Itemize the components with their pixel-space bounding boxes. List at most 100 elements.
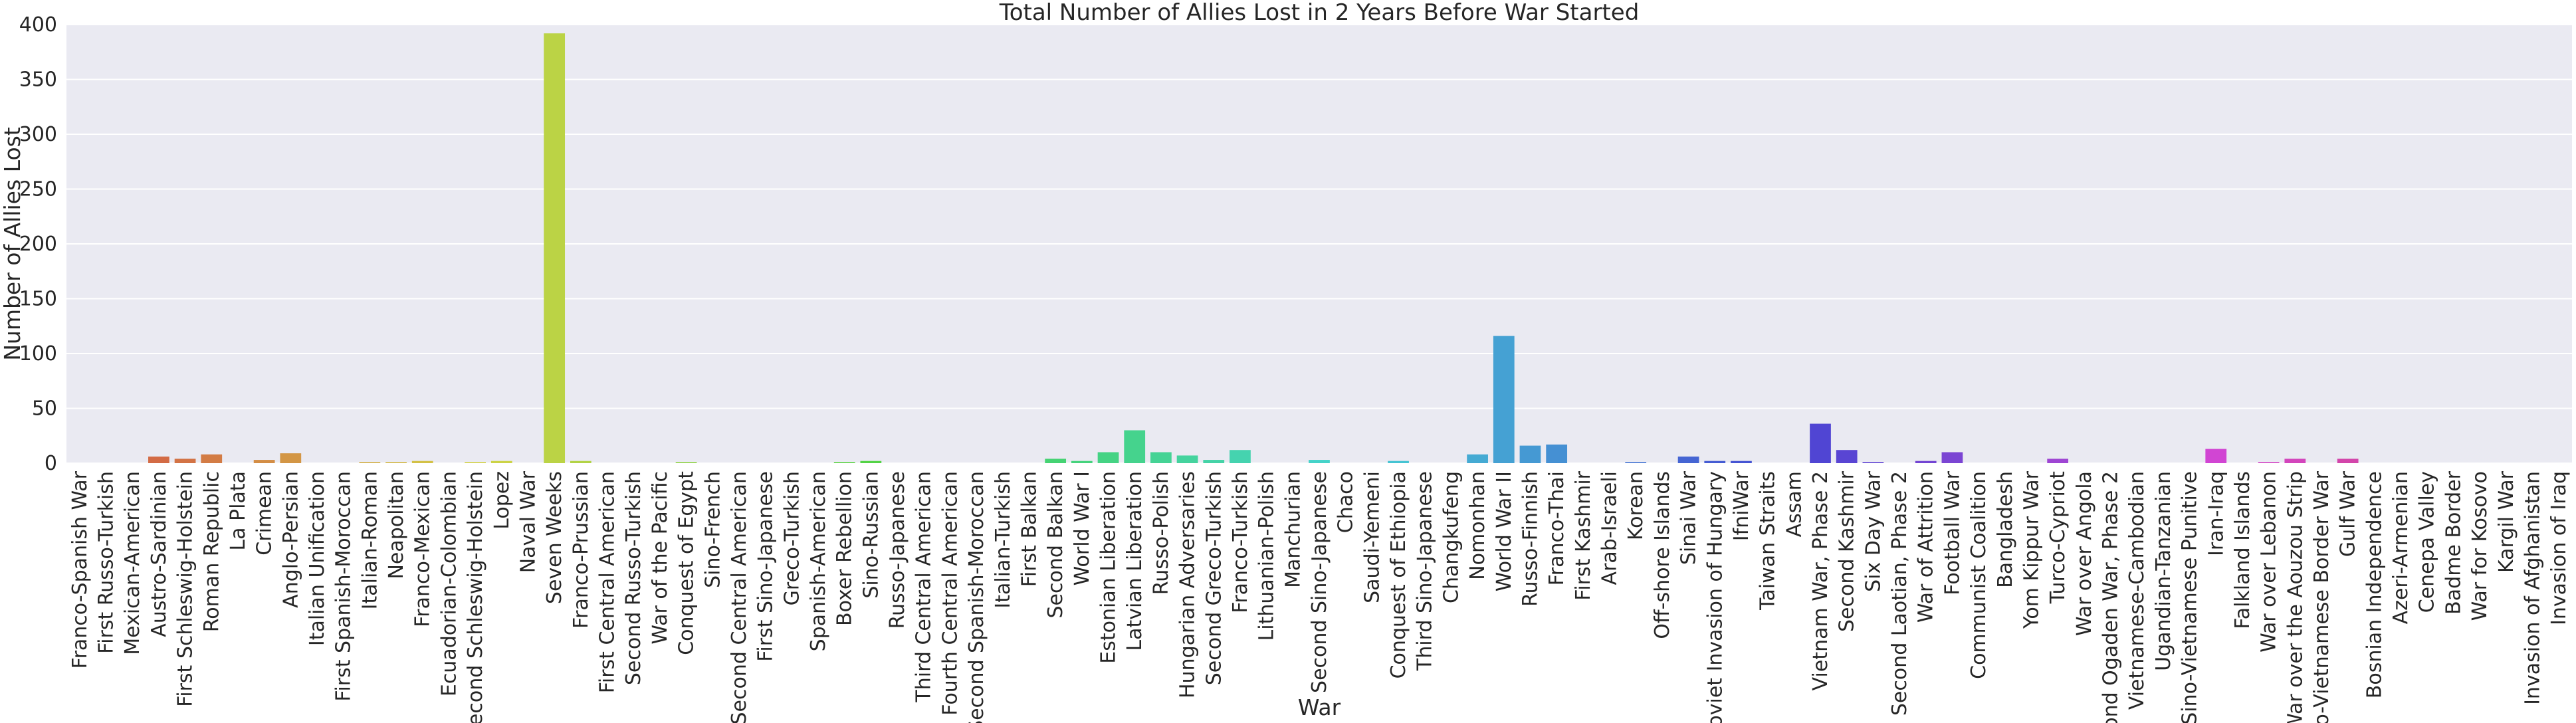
bar (1098, 453, 1119, 464)
x-tick-label: Arab-Israeli (1598, 471, 1622, 585)
bar (1546, 445, 1567, 463)
bar (385, 462, 407, 463)
x-tick-label: Conquest of Ethiopia (1387, 471, 1410, 678)
bar (201, 455, 222, 463)
x-tick-label: Iran-Iraq (2204, 471, 2228, 556)
x-tick-label: War over the Aouzou Strip (2284, 471, 2307, 723)
bar (1520, 446, 1541, 463)
x-axis-label: War (1298, 694, 1341, 720)
x-tick-label: La Plata (227, 471, 250, 551)
bar (1203, 460, 1224, 463)
x-tick-label: Falkland Islands (2231, 471, 2254, 629)
bar (544, 33, 565, 463)
x-tick-label: Boxer Rebellion (833, 471, 857, 626)
x-tick-label: Korean (1624, 471, 1648, 540)
x-tick-label: War of the Pacific (649, 471, 672, 645)
x-tick-label: Soviet Invasion of Hungary (1703, 471, 1727, 723)
x-tick-label: Second Sino-Japanese (1308, 471, 1331, 693)
bar (148, 457, 169, 463)
x-tick-label: Taiwan Straits (1757, 471, 1780, 611)
x-tick-label: Vietnamese-Cambodian (2125, 471, 2149, 710)
bar (1942, 453, 1963, 464)
x-tick-label: Sino-French (701, 471, 724, 588)
chart-title: Total Number of Allies Lost in 2 Years B… (999, 0, 1640, 26)
x-tick-label: Invasion of Afghanistan (2521, 471, 2544, 705)
bar (1045, 459, 1066, 463)
x-tick-label: Latvian Liberation (1123, 471, 1146, 651)
x-tick-label: World War II (1493, 471, 1516, 591)
bar (359, 462, 380, 463)
bar (1124, 431, 1145, 464)
x-tick-label: Estonian Liberation (1097, 471, 1121, 664)
bar (1493, 336, 1515, 463)
y-tick-label: 0 (45, 452, 57, 475)
bar (570, 461, 591, 463)
bar (280, 453, 301, 463)
y-tick-label: 350 (19, 68, 57, 92)
x-tick-label: Russo-Polish (1150, 471, 1173, 595)
x-tick-label: Third Sino-Japanese (1414, 471, 1437, 671)
bar (860, 461, 881, 463)
x-tick-label: Sino-Vietnamese Border War (2310, 470, 2333, 723)
x-tick-label: Bangladesh (1994, 471, 2017, 588)
bar (412, 461, 433, 463)
bar (2337, 459, 2359, 463)
x-tick-label: Austro-Sardinian (148, 471, 171, 637)
x-tick-label: Changkufeng (1440, 471, 1463, 603)
x-tick-label: Second Laotian, Phase 2 (1888, 471, 1911, 716)
x-tick-label: Six Day War (1862, 470, 1885, 592)
x-tick-label: Second Greco-Turkish (1202, 471, 1226, 685)
x-tick-label: Assam (1782, 471, 1806, 537)
x-tick-label: Second Ogaden War, Phase 2 (2099, 471, 2123, 723)
x-tick-label: Franco-Prussian (570, 471, 593, 629)
x-tick-label: Azeri-Armenian (2389, 471, 2413, 624)
x-tick-label: War for Kosovo (2468, 471, 2492, 621)
x-tick-label: First Central American (596, 471, 619, 693)
x-tick-label: Off-shore Islands (1651, 471, 1674, 639)
x-tick-label: Fourth Central American (938, 471, 962, 716)
bar (834, 462, 855, 463)
bar (1150, 453, 1172, 464)
bar (1625, 462, 1646, 463)
x-tick-label: Saudi-Yemeni (1360, 471, 1384, 603)
x-tick-labels: Franco-Spanish War First Russo-Turkish Mex… (68, 470, 2571, 723)
x-tick-label: Cenepa Valley (2416, 471, 2439, 613)
x-tick-label: First Sino-Japanese (754, 471, 778, 662)
x-tick-label: Greco-Turkish (780, 471, 804, 605)
x-tick-label: First Kashmir (1572, 470, 1595, 600)
x-tick-label: Second Spanish-Moroccan (965, 471, 988, 723)
x-tick-label: Second Kashmir (1836, 470, 1859, 632)
bar (254, 460, 275, 463)
y-axis-label: Number of Allies Lost (0, 127, 25, 361)
x-tick-label: War of Attrition (1915, 471, 1938, 623)
x-tick-label: First Balkan (1018, 471, 1041, 587)
x-tick-label: War over Lebanon (2258, 471, 2281, 653)
x-tick-label: First Russo-Turkish (95, 471, 118, 654)
bar (1177, 455, 1198, 463)
x-tick-label: Anglo-Persian (279, 471, 302, 608)
x-tick-label: Second Balkan (1044, 471, 1067, 618)
x-tick-label: Russo-Finnish (1519, 471, 1542, 607)
x-tick-label: Football War (1941, 470, 1964, 595)
x-tick-label: Manchurian (1281, 471, 1305, 588)
bar (1836, 450, 1858, 463)
bar (1230, 450, 1251, 463)
x-tick-label: First Spanish-Moroccan (332, 471, 356, 702)
bar (2284, 459, 2306, 463)
bar (1467, 455, 1488, 463)
bar (1731, 461, 1752, 463)
x-tick-label: Conquest of Egypt (675, 471, 698, 655)
x-tick-label: Third Central American (912, 471, 936, 703)
bar (1071, 461, 1093, 463)
bar (1388, 461, 1409, 463)
x-tick-label: Second Russo-Turkish (622, 471, 645, 685)
x-tick-label: Lithuanian-Polish (1255, 471, 1279, 641)
x-tick-label: Italian-Roman (358, 471, 381, 609)
bar (1862, 462, 1883, 463)
bar (465, 462, 486, 463)
x-tick-label: Chaco (1335, 471, 1358, 533)
x-tick-label: Mexican-American (121, 471, 144, 655)
x-tick-label: Invasion of Iraq (2547, 471, 2571, 625)
x-tick-label: Bosnian Independence (2363, 471, 2386, 698)
